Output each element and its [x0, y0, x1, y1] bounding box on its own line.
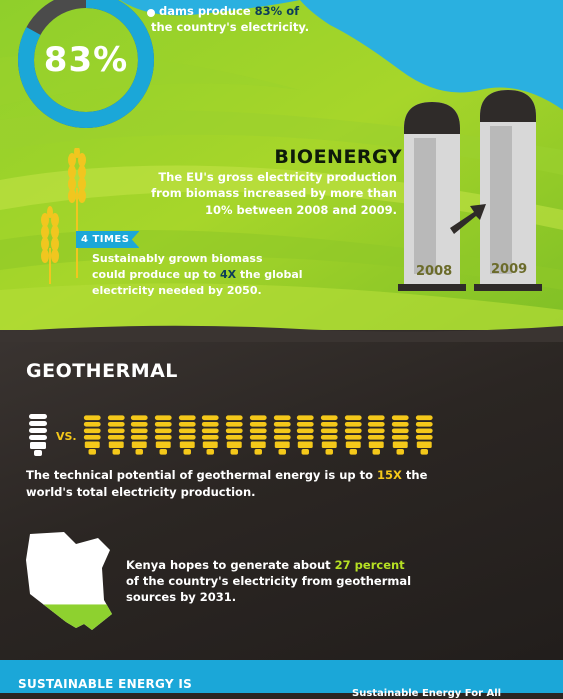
kenya-text-1a: Kenya hopes to generate about [126, 558, 335, 572]
yellow-bulb-row [82, 412, 434, 458]
hydro-percent-label: 83% [43, 40, 129, 80]
kenya-highlight: 27 percent [334, 558, 405, 572]
yellow-bulb-icon [368, 415, 385, 455]
footer-partial-text: Sustainable Energy For All [352, 688, 502, 699]
hydro-text-line-2: the country's electricity. [151, 20, 310, 34]
yellow-bulb-icon [344, 415, 362, 455]
vs-label: VS. [56, 430, 77, 443]
geothermal-text-line-2: world's total electricity production. [26, 485, 256, 499]
bioenergy-text-line-1: The EU's gross electricity production [158, 170, 397, 184]
green-field-background [0, 0, 563, 335]
yellow-bulb-icon [249, 415, 267, 455]
biomass-text-line-3: electricity needed by 2050. [92, 284, 262, 297]
yellow-bulb-icon [202, 415, 220, 455]
geothermal-highlight: 15X [377, 468, 402, 482]
biomass-text-2c: the global [236, 268, 303, 281]
silo-comparison-graphic [398, 90, 542, 291]
yellow-bulb-icon [415, 415, 433, 455]
yellow-bulb-icon [107, 415, 125, 455]
hydro-text-1a: dams produce [159, 4, 255, 18]
wheat-icon [41, 148, 86, 284]
yellow-bulb-icon [273, 415, 291, 455]
kenya-map-icon [26, 532, 112, 630]
yellow-bulb-icon [225, 415, 243, 455]
bioenergy-text-line-3: 10% between 2008 and 2009. [204, 203, 397, 217]
white-bulb-icon [29, 414, 47, 456]
yellow-bulb-icon [178, 415, 196, 455]
yellow-bulb-icon [391, 415, 409, 455]
hydro-percent-ring [18, 0, 154, 128]
bottom-banner [0, 660, 563, 693]
geothermal-title: GEOTHERMAL [26, 360, 178, 382]
hydro-pointer-dot [147, 9, 155, 17]
year-2009-label: 2009 [491, 262, 528, 277]
kenya-text-line-2: of the country's electricity from geothe… [126, 574, 412, 588]
year-2008-label: 2008 [416, 264, 453, 279]
biomass-text-line-1: Sustainably grown biomass [92, 252, 263, 265]
bioenergy-title: BIOENERGY [274, 146, 402, 168]
yellow-bulb-icon [83, 415, 101, 455]
biomass-text-line-2: could produce up to 4X the global [92, 268, 303, 281]
geothermal-text-1c: the [401, 468, 428, 482]
times-badge: 4 TIMES [76, 231, 140, 248]
yellow-bulb-icon [154, 415, 172, 455]
hydro-highlight: 83% of [254, 4, 300, 18]
geothermal-text-1a: The technical potential of geothermal en… [26, 468, 378, 482]
yellow-bulb-icon [131, 415, 149, 455]
bioenergy-section: 83% dams produce 83% of the country's el… [0, 0, 563, 335]
kenya-text-line-3: sources by 2031. [126, 590, 237, 604]
bioenergy-text-line-2: from biomass increased by more than [151, 186, 397, 200]
sustainable-energy-label: SUSTAINABLE ENERGY IS [18, 677, 193, 691]
panel-edge [0, 325, 563, 342]
kenya-text-line-1: Kenya hopes to generate about 27 percent [126, 558, 405, 572]
geothermal-text-line-1: The technical potential of geothermal en… [26, 468, 427, 482]
hydro-text-line-1: dams produce 83% of [159, 4, 299, 19]
yellow-bulb-icon [320, 415, 338, 455]
biomass-highlight: 4X [219, 268, 237, 281]
yellow-bulb-icon [297, 415, 314, 455]
biomass-text-2a: could produce up to [92, 268, 220, 281]
